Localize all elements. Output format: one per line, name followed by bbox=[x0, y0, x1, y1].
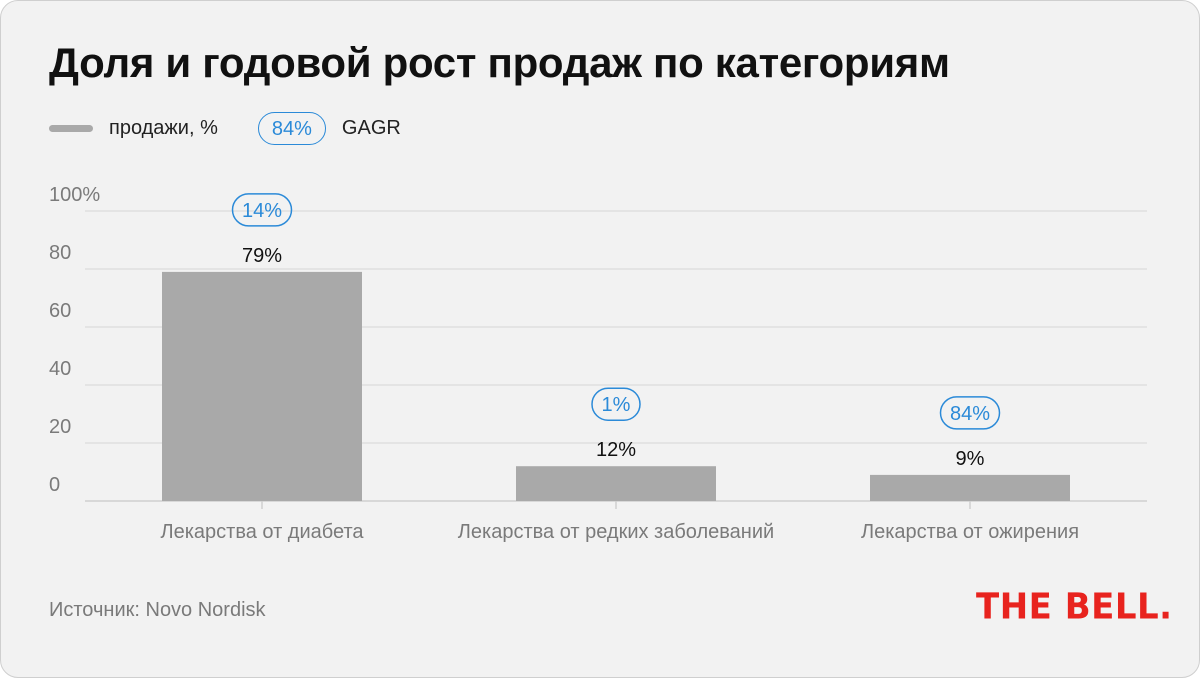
bar-chart: 0 20 40 60 80 100% 79% 14% Лекарства от диабета 1… bbox=[49, 184, 1147, 543]
growth-label: 84% bbox=[950, 403, 990, 425]
x-tick-label: Лекарства от диабета bbox=[160, 521, 364, 543]
chart-title: Доля и годовой рост продаж по категориям bbox=[49, 39, 950, 86]
legend-label-growth: GAGR bbox=[341, 116, 401, 139]
data-label: 79% bbox=[242, 245, 282, 267]
legend-swatch-sales bbox=[49, 124, 93, 132]
y-tick-label: 60 bbox=[49, 300, 71, 322]
x-tick-label: Лекарства от редких заболеваний bbox=[458, 521, 774, 543]
growth-label: 1% bbox=[602, 394, 631, 416]
y-tick-label: 100% bbox=[49, 184, 100, 206]
x-tick-label: Лекарства от ожирения bbox=[861, 521, 1079, 543]
growth-label: 14% bbox=[242, 200, 282, 222]
bar bbox=[870, 474, 1070, 501]
data-label: 12% bbox=[596, 439, 636, 461]
data-label: 9% bbox=[956, 448, 985, 470]
legend-growth-pill: 84% bbox=[257, 111, 326, 145]
bar bbox=[162, 271, 362, 501]
brand-logo: THE BELL. bbox=[976, 586, 1173, 628]
growth-pill bbox=[591, 387, 641, 421]
source-note: Источник: Novo Nordisk bbox=[49, 599, 266, 621]
growth-pill bbox=[939, 396, 1001, 430]
legend-label-sales: продажи, % bbox=[109, 116, 218, 139]
bar bbox=[516, 466, 716, 501]
y-tick-label: 80 bbox=[49, 242, 71, 264]
y-tick-label: 40 bbox=[49, 358, 71, 380]
y-tick-label: 20 bbox=[49, 416, 71, 438]
y-tick-label: 0 bbox=[49, 474, 60, 496]
legend: продажи, % 84% GAGR bbox=[49, 111, 401, 145]
growth-pill bbox=[231, 193, 293, 227]
